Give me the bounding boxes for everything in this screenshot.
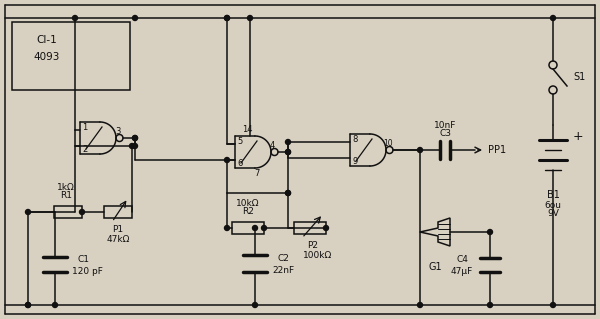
Circle shape [130, 144, 134, 149]
Circle shape [253, 302, 257, 308]
Circle shape [248, 16, 253, 20]
Text: 9: 9 [352, 157, 358, 166]
Text: C4: C4 [456, 256, 468, 264]
Text: +: + [573, 130, 584, 143]
Circle shape [25, 302, 31, 308]
Text: 6ou: 6ou [545, 201, 562, 210]
Text: C1: C1 [77, 255, 89, 264]
Text: 7: 7 [254, 169, 260, 179]
Text: P1: P1 [112, 226, 124, 234]
Circle shape [551, 302, 556, 308]
Circle shape [551, 16, 556, 20]
Circle shape [133, 144, 137, 149]
Bar [54, 206, 82, 218]
Bar [104, 206, 132, 218]
Text: 10kΩ: 10kΩ [236, 198, 260, 207]
Text: S1: S1 [573, 72, 585, 83]
Text: 1: 1 [82, 122, 88, 131]
Circle shape [286, 190, 290, 196]
Circle shape [133, 16, 137, 20]
Text: 14: 14 [242, 125, 252, 135]
Text: C3: C3 [439, 130, 451, 138]
Circle shape [262, 226, 266, 231]
Text: 10nF: 10nF [434, 121, 456, 130]
Text: 47μF: 47μF [451, 268, 473, 277]
Circle shape [487, 229, 493, 234]
Circle shape [224, 16, 229, 20]
Circle shape [286, 190, 290, 196]
Circle shape [79, 210, 85, 214]
Circle shape [323, 226, 329, 231]
Text: B1: B1 [547, 190, 559, 200]
Bar [294, 222, 326, 234]
Text: 2: 2 [82, 145, 88, 153]
Text: G1: G1 [428, 262, 442, 272]
Circle shape [53, 302, 58, 308]
Text: 22nF: 22nF [272, 266, 294, 275]
Circle shape [224, 226, 229, 231]
Circle shape [418, 147, 422, 152]
Circle shape [253, 226, 257, 231]
Text: 4: 4 [270, 142, 275, 151]
Circle shape [25, 302, 31, 308]
Text: R2: R2 [242, 207, 254, 217]
Circle shape [487, 302, 493, 308]
Text: 100kΩ: 100kΩ [304, 250, 332, 259]
Text: PP1: PP1 [488, 145, 506, 155]
Text: 9V: 9V [547, 210, 559, 219]
Text: 4093: 4093 [34, 52, 60, 62]
Text: 120 pF: 120 pF [71, 267, 103, 276]
Circle shape [286, 150, 290, 154]
Text: C2: C2 [277, 254, 289, 263]
Circle shape [133, 136, 137, 140]
Text: P2: P2 [308, 241, 319, 250]
Circle shape [224, 16, 229, 20]
Circle shape [418, 302, 422, 308]
Text: 1kΩ: 1kΩ [57, 182, 75, 191]
Circle shape [286, 150, 290, 154]
Text: R1: R1 [60, 191, 72, 201]
Text: 5: 5 [238, 137, 242, 145]
Bar [232, 222, 264, 234]
Circle shape [133, 136, 137, 140]
Circle shape [25, 210, 31, 214]
Text: 3: 3 [115, 128, 120, 137]
Text: 8: 8 [352, 135, 358, 144]
Circle shape [224, 158, 229, 162]
Text: 10: 10 [383, 139, 394, 149]
Text: CI-1: CI-1 [37, 35, 58, 45]
Circle shape [73, 16, 77, 20]
Text: 6: 6 [238, 159, 242, 167]
Text: 47kΩ: 47kΩ [106, 234, 130, 243]
Bar [12, 22, 130, 90]
Circle shape [286, 139, 290, 145]
